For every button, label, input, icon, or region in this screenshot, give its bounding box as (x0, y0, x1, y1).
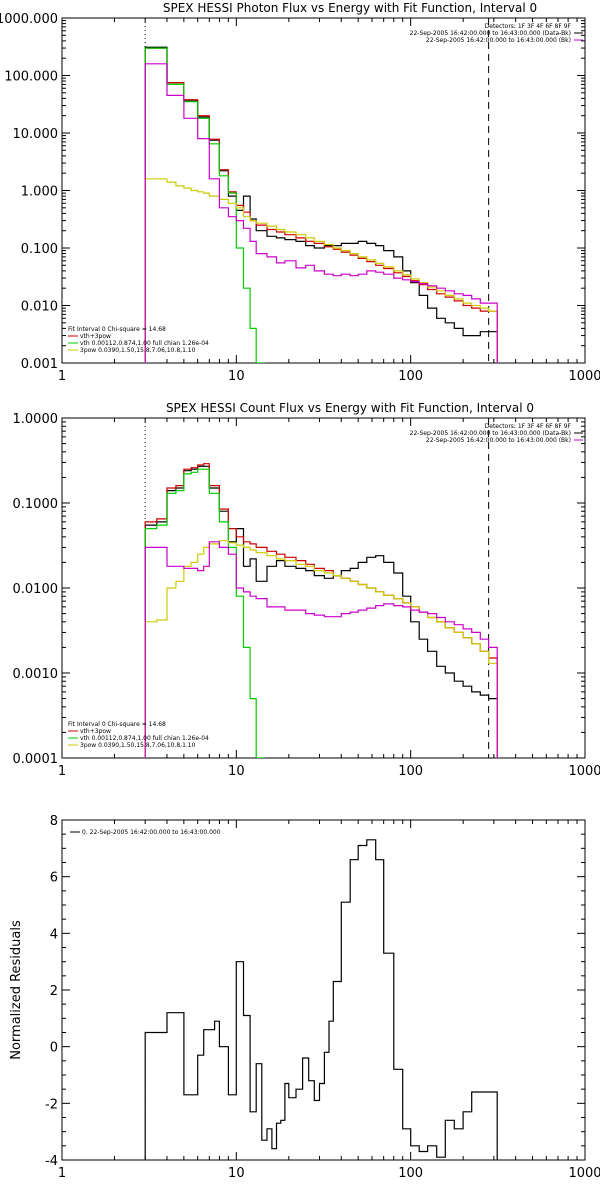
y-tick-label: -2 (45, 1097, 58, 1112)
legend-text: Fit Interval 0 Chi-square = 14.68 (68, 721, 166, 728)
y-tick-label: 0.1000 (13, 497, 59, 512)
y-tick-label: 0.0100 (13, 582, 59, 597)
series-line (144, 541, 498, 758)
y-tick-label: 1000.000 (0, 12, 58, 27)
series-line (144, 465, 498, 758)
residuals-panel: Normalized Residuals 1 10 100 1000 -4 -2 0 2 4 6 8… (9, 814, 600, 1181)
series-line (144, 47, 265, 363)
legend-text: vth 0.00112,0.874,1.00 full chian 1.26e-… (80, 735, 209, 742)
x-tick-label: 1000 (568, 764, 600, 779)
y-tick-label: 0.001 (21, 357, 58, 372)
y-tick-label: 0.010 (21, 300, 58, 315)
y-tick-label: 10.000 (13, 127, 59, 142)
legend-text: 0. 22-Sep-2005 16:42:00.000 to 16:43:00.… (82, 829, 221, 836)
legend-text: 3pow 0.0390,1.50,15.8,7.06,10.8,1.10 (80, 742, 196, 749)
series-line (144, 540, 498, 758)
y-axis-label: Normalized Residuals (9, 920, 24, 1060)
x-tick-label: 10 (228, 764, 245, 779)
x-tick-label: 1000 (568, 369, 600, 384)
x-tick-label: 1 (58, 369, 66, 384)
legend-text: 22-Sep-2005 16:42:00.000 to 16:43:00.000… (426, 37, 571, 44)
chart-title: SPEX HESSI Photon Flux vs Energy with Fi… (163, 1, 537, 15)
legend-text: vth+3pow (80, 333, 111, 340)
legend-text: Fit Interval 0 Chi-square = 14.68 (68, 326, 166, 333)
plot-frame (61, 819, 586, 1161)
legend-text: 22-Sep-2005 16:42:00.000 to 16:43:00.000… (426, 437, 571, 444)
y-tick-label: 8 (50, 814, 58, 829)
series-line (144, 463, 498, 758)
series-line (144, 839, 498, 1160)
series-line (144, 468, 265, 758)
chart-title: SPEX HESSI Count Flux vs Energy with Fit… (166, 401, 534, 415)
x-tick-label: 100 (398, 369, 423, 384)
legend-text: 3pow 0.0390,1.50,15.8,7.06,10.8,1.10 (80, 347, 196, 354)
y-tick-label: 1.000 (21, 185, 58, 200)
legend-text: Detectors: 1F 3F 4F 6F 8F 9F (485, 23, 572, 30)
legend-text: vth+3pow (80, 728, 111, 735)
plot-frame (61, 417, 586, 759)
y-tick-label: 6 (50, 871, 58, 886)
legend-text: Detectors: 1F 3F 4F 6F 8F 9F (485, 423, 572, 430)
x-tick-label: 10 (228, 1166, 245, 1181)
legend-text: vth 0.00112,0.874,1.00 full chian 1.26e-… (80, 340, 209, 347)
series-line (144, 46, 498, 363)
y-tick-label: -4 (45, 1154, 58, 1169)
y-tick-label: 0.0010 (13, 667, 59, 682)
x-tick-label: 10 (228, 369, 245, 384)
series-line (144, 47, 498, 363)
count-flux-panel: SPEX HESSI Count Flux vs Energy with Fit… (13, 401, 600, 779)
legend-text: 22-Sep-2005 16:42:00.000 to 16:43:00.000… (410, 30, 571, 37)
y-tick-label: 2 (50, 984, 58, 999)
y-tick-label: 100.000 (4, 70, 58, 85)
x-tick-label: 1 (58, 764, 66, 779)
legend-text: 22-Sep-2005 16:42:00.000 to 16:43:00.000… (410, 430, 571, 437)
series-line (144, 63, 498, 363)
photon-flux-panel: SPEX HESSI Photon Flux vs Energy with Fi… (0, 1, 600, 384)
y-tick-label: 0.100 (21, 242, 58, 257)
y-tick-label: 4 (50, 927, 58, 942)
x-tick-label: 1 (58, 1166, 66, 1181)
series-line (144, 178, 498, 363)
y-tick-label: 0 (50, 1041, 58, 1056)
x-tick-label: 1000 (568, 1166, 600, 1181)
y-tick-label: 1.0000 (13, 412, 59, 427)
x-tick-label: 100 (398, 764, 423, 779)
x-tick-label: 100 (398, 1166, 423, 1181)
plot-frame (61, 17, 586, 364)
y-tick-label: 0.0001 (13, 752, 59, 767)
